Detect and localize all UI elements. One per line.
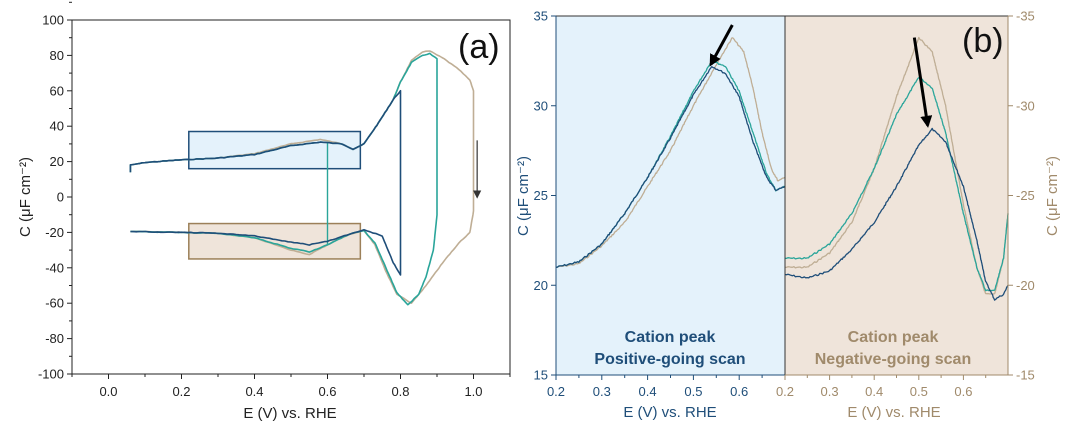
x-tick-label-right: 0.3 — [821, 384, 839, 399]
highlight-box-beige — [188, 222, 362, 260]
subpanel-bg-positive — [556, 16, 785, 375]
x-axis-title-b-right: E (V) vs. RHE — [847, 404, 940, 421]
trend-arrow-right — [912, 37, 933, 128]
y-axis-title-a: C (μF cm⁻²) — [17, 157, 34, 237]
y-tick-label-right: -15 — [1016, 368, 1035, 383]
series-line-beige — [129, 50, 475, 304]
tick-group-a: 0.0 0.2 0.4 0.6 0.8 1.0 -100 -80 -60 -40 -20 0 20 40 6… — [38, 1, 511, 399]
peak-series-left-dark_blue — [555, 66, 786, 268]
x-tick-label-left: 0.6 — [730, 384, 748, 399]
x-tick-label-a: 0.8 — [391, 384, 409, 399]
y-tick-label-right: -25 — [1016, 188, 1035, 203]
x-tick-label-left: 0.2 — [547, 384, 565, 399]
subpanel-bg-negative — [785, 16, 1008, 375]
y-tick-label-a: 80 — [50, 48, 64, 63]
panel-label-b: (b) — [962, 22, 1004, 60]
series-line-teal — [129, 52, 438, 306]
peak-series-group — [555, 36, 1009, 301]
y-tick-label-a: 40 — [50, 119, 64, 134]
cv-series-group — [129, 50, 475, 306]
y-tick-label-right: -30 — [1016, 98, 1035, 113]
y-tick-label-a: -100 — [38, 367, 64, 382]
chart-a: 0.0 0.2 0.4 0.6 0.8 1.0 -100 -80 -60 -40 -20 0 20 40 6… — [17, 1, 511, 422]
title-negative-line-2: Negative-going scan — [815, 351, 971, 368]
y-axis-title-b-right: C (μF cm⁻²) — [1044, 156, 1061, 236]
axes-frame-a — [71, 19, 511, 375]
chart-b: 0.2 0.3 0.4 0.5 0.6 15 20 25 30 35 0.2 0.3 0.4 0.5 0.6… — [515, 9, 1061, 422]
title-positive-line-2: Positive-going scan — [594, 351, 745, 368]
x-tick-label-a: 0.0 — [99, 384, 117, 399]
tick-group-b: 0.2 0.3 0.4 0.5 0.6 15 20 25 30 35 0.2 0.3 0.4 0.5 0.6… — [534, 9, 1035, 400]
x-tick-label-a: 0.6 — [318, 384, 336, 399]
y-tick-label-right: -35 — [1016, 9, 1035, 24]
x-tick-label-a: 0.4 — [245, 384, 263, 399]
trend-arrows — [709, 24, 933, 128]
x-tick-label-right: 0.6 — [954, 384, 972, 399]
x-tick-label-left: 0.4 — [639, 384, 657, 399]
y-axis-title-b-left: C (μF cm⁻²) — [515, 156, 532, 236]
x-tick-label-a: 1.0 — [464, 384, 482, 399]
y-tick-label-a: -40 — [45, 260, 64, 275]
y-tick-label-left: 35 — [534, 9, 548, 24]
highlight-boxes — [188, 130, 362, 260]
x-tick-label-right: 0.5 — [910, 384, 928, 399]
title-negative-line-1: Cation peak — [848, 329, 939, 346]
x-tick-label-left: 0.3 — [593, 384, 611, 399]
y-tick-label-a: -60 — [45, 296, 64, 311]
y-tick-label-left: 20 — [534, 278, 548, 293]
y-tick-label-a: 60 — [50, 83, 64, 98]
y-tick-label-a: 20 — [50, 154, 64, 169]
peak-series-right-teal — [784, 77, 1009, 292]
peak-series-right-dark_blue — [784, 127, 1009, 301]
title-positive-line-1: Cation peak — [625, 329, 716, 346]
y-tick-label-left: 25 — [534, 188, 548, 203]
x-axis-title-b-left: E (V) vs. RHE — [623, 404, 716, 421]
y-tick-label-a: -80 — [45, 331, 64, 346]
y-tick-label-left: 15 — [534, 368, 548, 383]
x-tick-label-right: 0.2 — [776, 384, 794, 399]
y-tick-label-a: 0 — [57, 190, 64, 205]
trend-arrow-left — [709, 24, 734, 67]
y-tick-label-left: 30 — [534, 98, 548, 113]
y-tick-label-right: -20 — [1016, 278, 1035, 293]
series-line-dark_blue — [129, 89, 402, 276]
x-axis-title-a: E (V) vs. RHE — [243, 405, 336, 422]
x-tick-label-a: 0.2 — [172, 384, 190, 399]
panel-label-a: (a) — [458, 28, 500, 66]
x-tick-label-right: 0.4 — [865, 384, 883, 399]
y-tick-label-a: 100 — [42, 13, 64, 28]
peak-series-left-beige — [555, 37, 786, 268]
y-tick-label-a: -20 — [45, 225, 64, 240]
x-tick-label-left: 0.5 — [684, 384, 702, 399]
